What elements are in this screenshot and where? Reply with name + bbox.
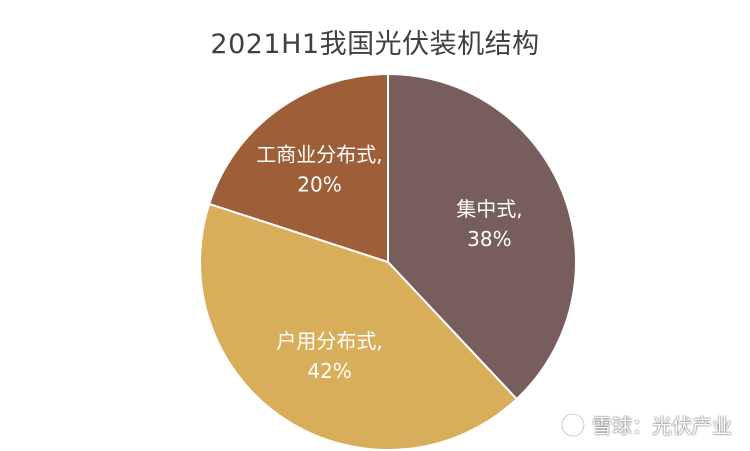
slice-name-label-2: 工商业分布式, xyxy=(256,143,382,167)
pie-slices xyxy=(199,72,577,451)
pie-slice-1 xyxy=(199,202,519,451)
watermark-text: 雪球：光伏产业 xyxy=(592,414,732,438)
slice-value-label-2: 20% xyxy=(297,173,341,197)
chart-title: 2021H1我国光伏装机结构 xyxy=(210,29,540,60)
pie-labels: 集中式, 38% 户用分布式, 42% 工商业分布式, 20% xyxy=(256,143,522,383)
snowball-logo-icon xyxy=(560,412,586,437)
slice-name-label-1: 户用分布式, xyxy=(276,329,382,353)
pie-slice-2 xyxy=(207,72,389,264)
slice-value-label-1: 42% xyxy=(307,359,351,383)
pie-slice-0 xyxy=(387,72,577,401)
watermark: 雪球：光伏产业 xyxy=(560,410,732,439)
slice-value-label-0: 38% xyxy=(467,227,511,251)
slice-name-label-0: 集中式, xyxy=(456,197,522,221)
